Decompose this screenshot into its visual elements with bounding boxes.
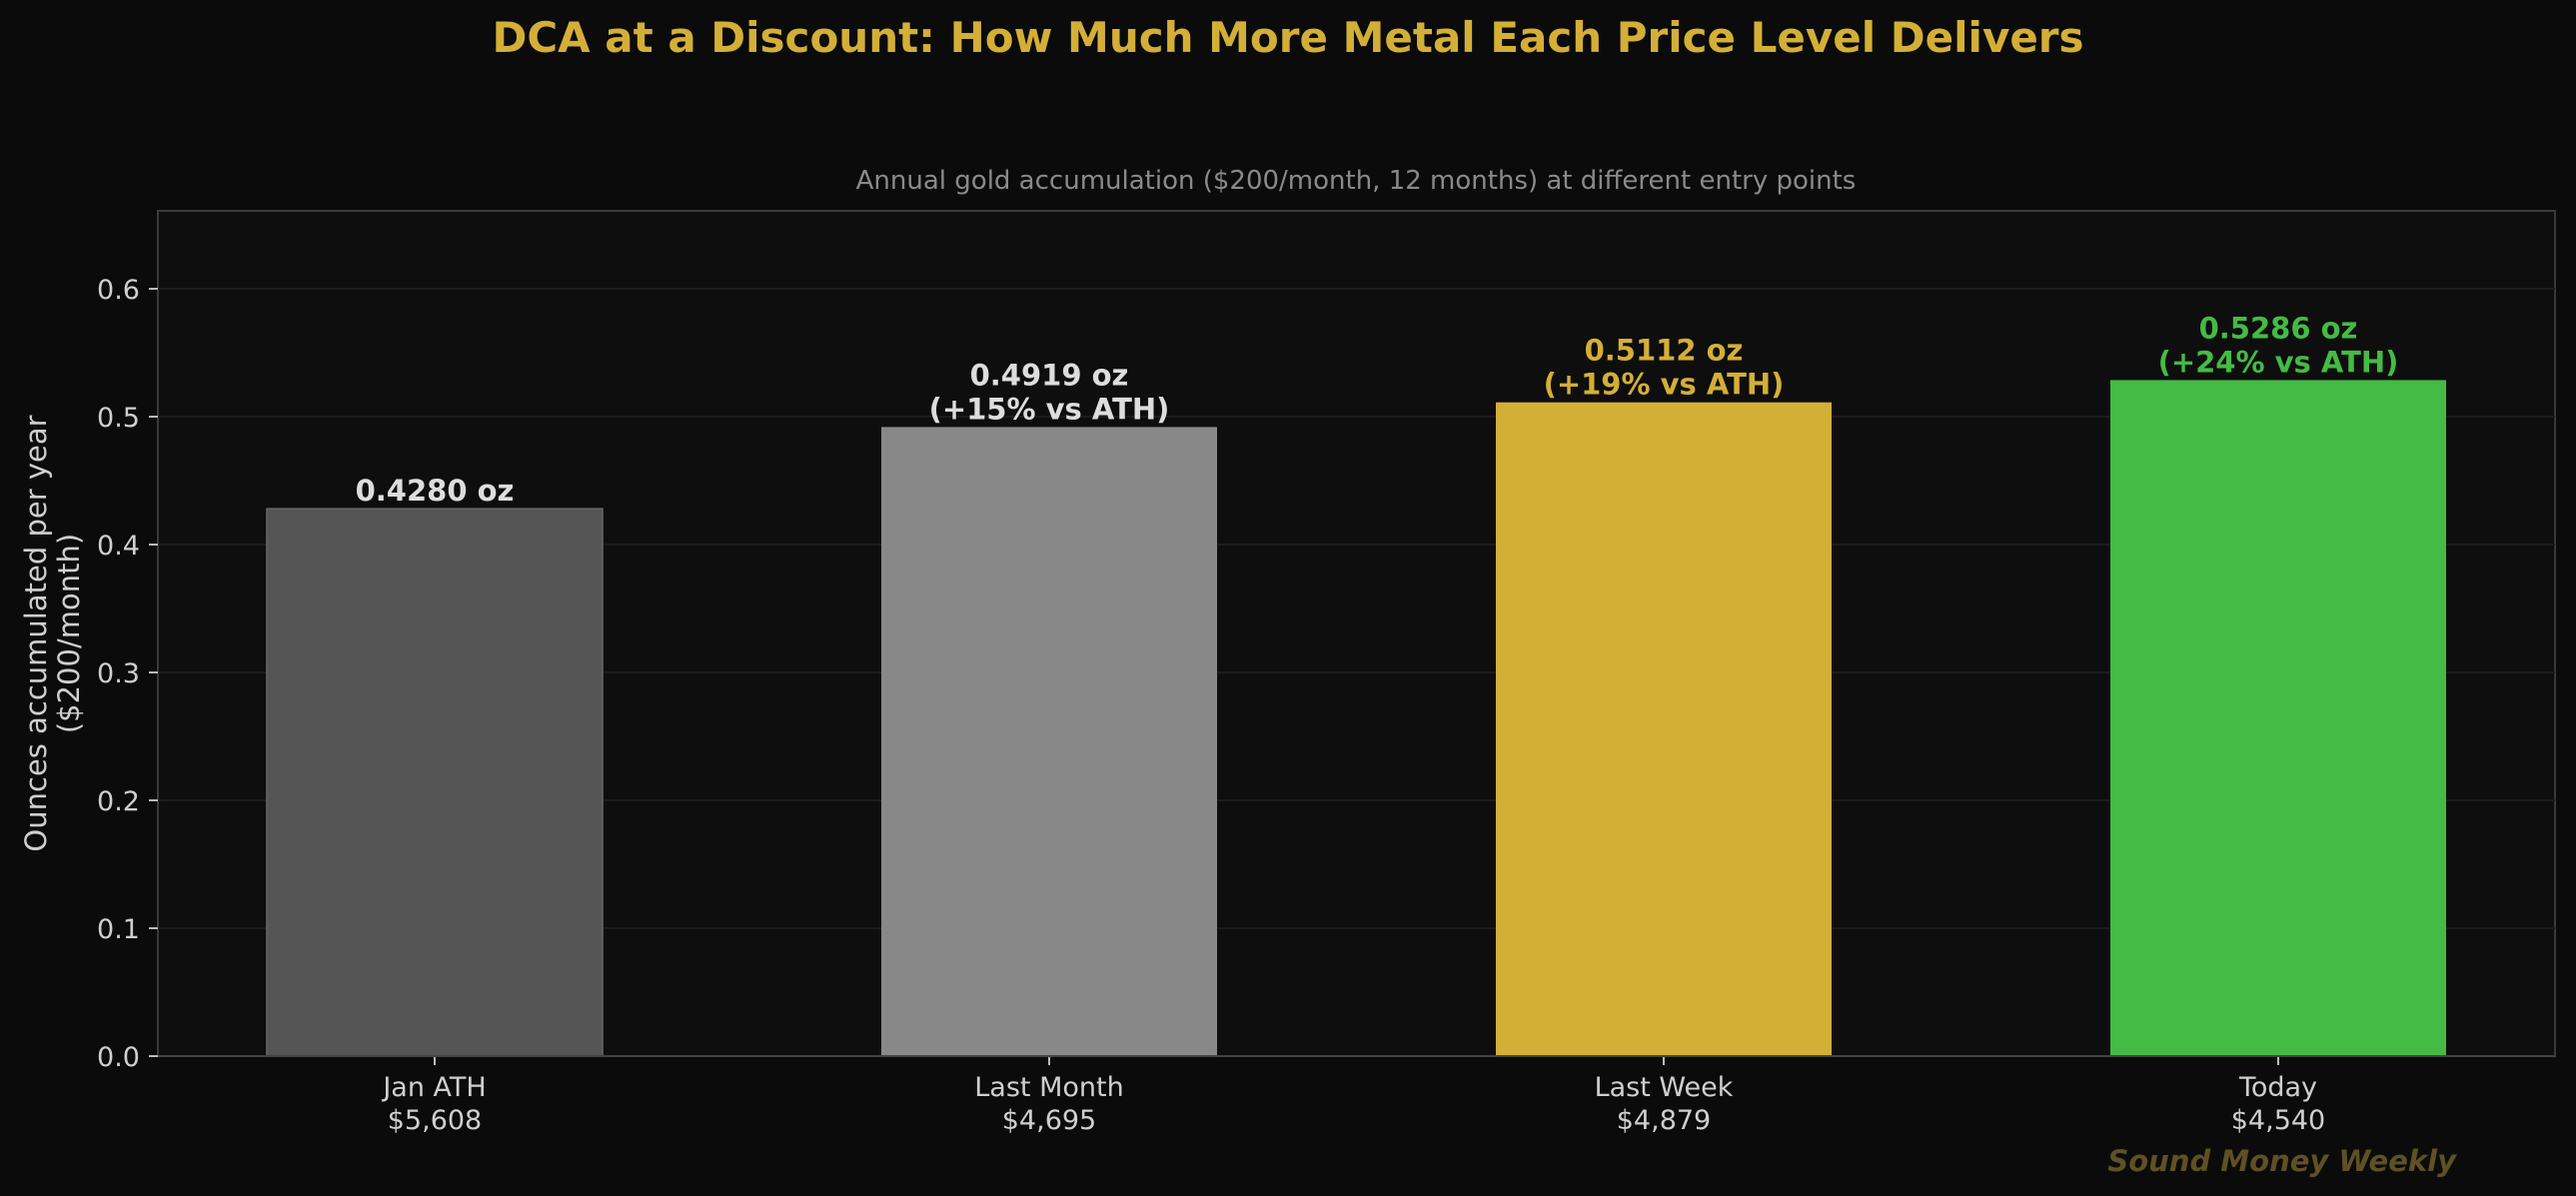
y-tick-label: 0.2 [97,786,140,817]
x-tick-label: Last Month $4,695 [974,1072,1123,1136]
watermark: Sound Money Weekly [2107,1144,2457,1178]
bar-value-label: 0.5112 oz (+19% vs ATH) [1544,334,1785,402]
y-tick-label: 0.0 [97,1042,140,1073]
data-labels: 0.4280 oz 0.4919 oz (+15% vs ATH) 0.5112 oz… [356,311,2399,508]
bar [2110,380,2446,1057]
y-tick-label: 0.4 [97,531,140,562]
x-tick-label: Last Week $4,879 [1595,1072,1734,1136]
x-tick-label: Today $4,540 [2231,1072,2325,1136]
bars [266,380,2446,1057]
bar-value-label: 0.4919 oz (+15% vs ATH) [929,358,1170,426]
y-axis: 0.0 0.1 0.2 0.3 0.4 0.5 0.6 [97,275,158,1073]
chart-title: DCA at a Discount: How Much More Metal E… [492,13,2083,62]
y-tick-label: 0.1 [97,914,140,945]
bar [266,508,604,1057]
bar [1496,402,1832,1056]
bar-value-label: 0.5286 oz (+24% vs ATH) [2158,311,2399,379]
y-tick-label: 0.5 [97,403,140,434]
x-axis: Jan ATH $5,608 Last Month $4,695 Last Week $4… [158,1055,2555,1136]
bar [881,427,1217,1056]
x-tick-label: Jan ATH $5,608 [381,1072,486,1136]
y-axis-label: Ounces accumulated per year($200/month) [19,415,86,851]
y-tick-label: 0.6 [97,275,140,306]
chart-subtitle: Annual gold accumulation ($200/month, 12… [856,166,1857,196]
bar-value-label: 0.4280 oz [356,474,515,508]
y-tick-label: 0.3 [97,658,140,689]
